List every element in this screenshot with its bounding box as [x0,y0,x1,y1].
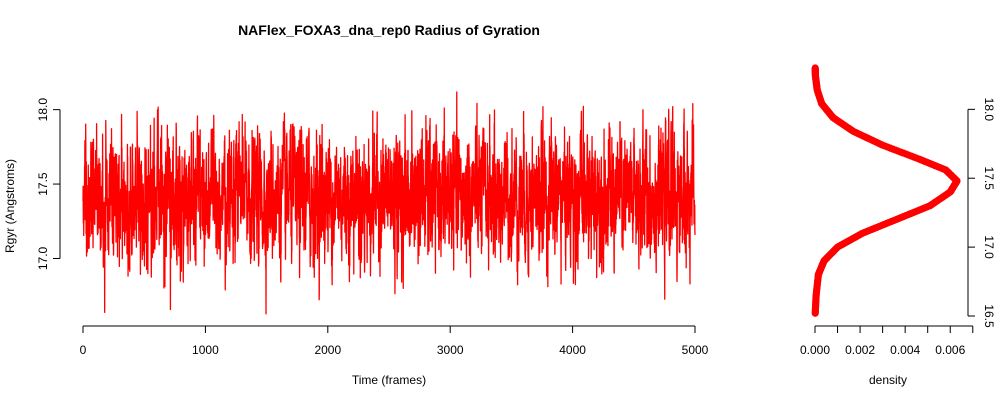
density-y-tick-label: 18.0 [982,98,996,122]
timeseries-plot: 17.0 17.5 18.0 0 1000 2000 3000 4000 5000 [36,91,709,357]
density-x-tick-label: 0.004 [890,343,920,357]
density-curve [811,64,961,317]
main-y-tick-label: 17.5 [36,172,50,196]
main-y-label: Rgyr (Angstroms) [3,159,17,253]
main-y-axis: 17.0 17.5 18.0 [36,98,61,270]
main-x-tick-label: 0 [80,343,87,357]
density-x-tick-label: 0.000 [800,343,830,357]
density-y-tick-label: 17.5 [982,167,996,191]
main-x-tick-label: 5000 [682,343,709,357]
density-x-axis: 0.000 0.002 0.004 0.006 [800,325,974,357]
main-y-tick-label: 17.0 [36,246,50,270]
main-x-tick-label: 2000 [314,343,341,357]
density-y-tick-label: 17.0 [982,235,996,259]
density-y-axis: 16.5 17.0 17.5 18.0 [967,98,996,328]
main-x-tick-label: 1000 [192,343,219,357]
density-x-label: density [869,373,907,387]
main-x-label: Time (frames) [352,373,426,387]
density-x-tick-label: 0.006 [935,343,965,357]
main-x-tick-label: 3000 [437,343,464,357]
density-y-tick-label: 16.5 [982,304,996,328]
density-plot: 16.5 17.0 17.5 18.0 0.000 0.002 0.004 0.006 [800,64,996,357]
rgyr-series-line [82,91,696,315]
density-point [811,64,819,72]
chart-title: NAFlex_FOXA3_dna_rep0 Radius of Gyration [238,22,540,38]
main-x-axis: 0 1000 2000 3000 4000 5000 [80,325,709,357]
main-x-tick-label: 4000 [559,343,586,357]
density-x-tick-label: 0.002 [845,343,875,357]
main-y-tick-label: 18.0 [36,98,50,122]
